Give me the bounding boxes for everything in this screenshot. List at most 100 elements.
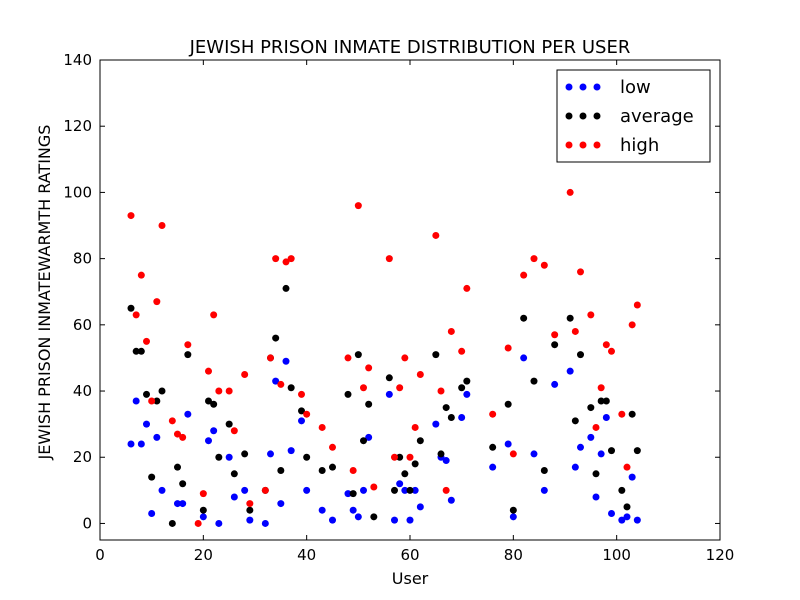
- data-point-average: [566, 314, 574, 322]
- data-point-average: [463, 377, 471, 385]
- legend-marker-high: [593, 141, 601, 149]
- data-point-high: [174, 430, 181, 438]
- data-point-low: [143, 420, 150, 428]
- data-point-high: [210, 311, 218, 319]
- x-tick-label: 40: [297, 546, 316, 564]
- y-tick-label: 40: [73, 382, 92, 400]
- data-point-average: [432, 351, 440, 359]
- data-point-high: [432, 231, 440, 239]
- data-point-low: [618, 516, 626, 524]
- data-point-high: [132, 311, 140, 319]
- data-point-average: [349, 490, 357, 498]
- data-point-average: [282, 284, 290, 292]
- data-point-low: [298, 417, 305, 425]
- data-point-average: [623, 503, 631, 511]
- data-point-low: [442, 457, 450, 465]
- data-point-average: [365, 400, 373, 408]
- data-point-low: [628, 473, 636, 481]
- y-axis-label: JEWISH PRISON INMATEWARMTH RATINGS: [35, 125, 54, 461]
- data-point-average: [416, 437, 424, 445]
- data-point-high: [365, 364, 373, 372]
- data-point-average: [344, 390, 352, 398]
- data-point-average: [277, 466, 285, 474]
- data-point-low: [597, 450, 605, 458]
- legend-marker-average: [565, 112, 573, 120]
- data-point-high: [463, 284, 471, 292]
- data-point-low: [577, 443, 584, 451]
- data-point-average: [540, 466, 548, 474]
- data-point-low: [241, 486, 249, 494]
- data-point-average: [153, 397, 161, 405]
- data-point-low: [148, 510, 156, 518]
- data-point-high: [246, 500, 254, 508]
- data-point-low: [179, 500, 187, 508]
- data-point-high: [184, 341, 192, 349]
- data-point-high: [416, 370, 424, 378]
- data-point-low: [385, 390, 393, 398]
- data-point-average: [148, 473, 156, 481]
- data-point-low: [277, 500, 285, 508]
- data-point-high: [618, 410, 626, 418]
- data-point-low: [391, 516, 398, 524]
- data-point-average: [489, 443, 497, 451]
- data-point-low: [272, 377, 280, 385]
- data-point-high: [205, 367, 212, 375]
- data-point-high: [199, 490, 207, 498]
- data-point-low: [592, 493, 600, 501]
- data-point-average: [158, 387, 166, 395]
- data-point-average: [587, 404, 595, 412]
- legend-marker-low: [579, 83, 587, 91]
- axis-ticks: 0 20 40 60 80 100 120 0 20 40 60 80 100 120 140: [63, 51, 734, 564]
- data-point-average: [230, 470, 238, 478]
- data-point-average: [329, 463, 336, 471]
- data-point-low: [349, 506, 357, 514]
- data-point-high: [396, 384, 404, 392]
- x-tick-label: 120: [706, 546, 735, 564]
- data-point-average: [241, 450, 249, 458]
- data-point-high: [447, 327, 455, 335]
- data-point-high: [168, 417, 176, 425]
- data-point-high: [571, 327, 579, 335]
- data-point-high: [225, 387, 233, 395]
- data-point-average: [633, 447, 641, 455]
- data-point-low: [566, 367, 574, 375]
- x-tick-label: 0: [95, 546, 105, 564]
- data-point-average: [571, 417, 579, 425]
- data-point-low: [602, 414, 610, 422]
- data-point-average: [406, 486, 414, 494]
- x-tick-label: 100: [602, 546, 631, 564]
- data-point-average: [391, 486, 398, 494]
- data-point-low: [540, 486, 548, 494]
- data-point-average: [551, 341, 559, 349]
- data-point-average: [272, 334, 280, 342]
- data-point-average: [168, 519, 176, 527]
- legend-marker-average: [593, 112, 601, 120]
- x-tick-label: 60: [400, 546, 419, 564]
- data-point-low: [509, 513, 517, 521]
- data-point-high: [633, 301, 641, 309]
- data-point-low: [458, 414, 466, 422]
- y-tick-label: 140: [63, 51, 92, 69]
- legend: low average high: [556, 69, 711, 163]
- data-point-low: [215, 519, 223, 527]
- data-point-high: [179, 433, 187, 441]
- data-point-average: [509, 506, 517, 514]
- data-point-low: [344, 490, 352, 498]
- data-point-average: [354, 351, 362, 359]
- data-point-high: [608, 347, 615, 355]
- data-point-average: [385, 374, 393, 382]
- data-point-low: [354, 513, 362, 521]
- data-point-low: [365, 433, 373, 441]
- data-point-high: [458, 347, 466, 355]
- data-point-low: [184, 410, 192, 418]
- data-point-average: [504, 400, 512, 408]
- data-point-average: [287, 384, 295, 392]
- data-point-low: [199, 513, 207, 521]
- data-point-low: [504, 440, 512, 448]
- data-point-low: [230, 493, 238, 501]
- data-point-high: [153, 298, 161, 306]
- data-point-average: [411, 460, 419, 468]
- data-point-high: [530, 255, 538, 263]
- data-point-low: [261, 519, 269, 527]
- data-point-average: [199, 506, 207, 514]
